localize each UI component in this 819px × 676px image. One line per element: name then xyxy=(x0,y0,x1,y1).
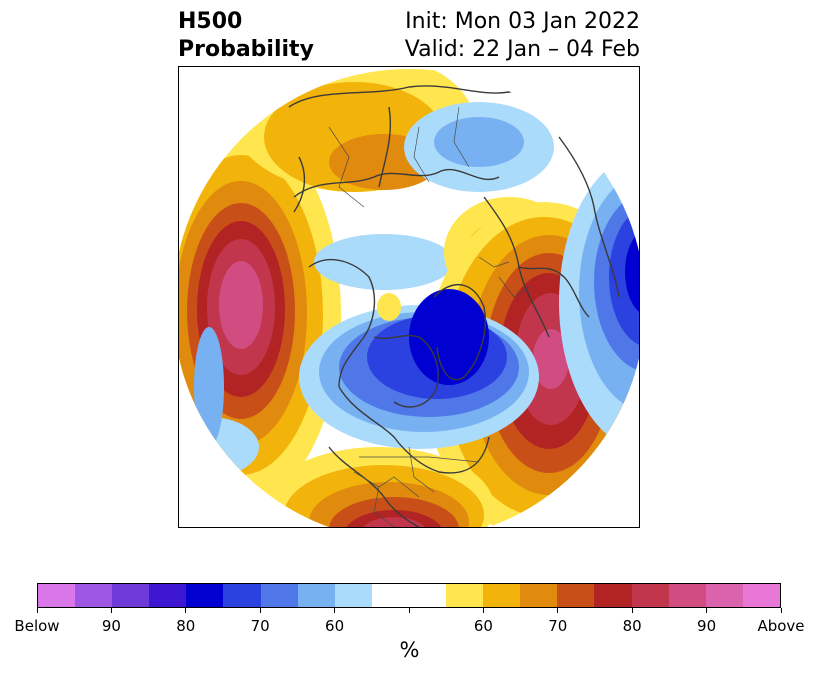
colorbar-tick-label: 70 xyxy=(250,617,270,635)
colorbar-cell xyxy=(408,584,447,607)
colorbar-tick-mark xyxy=(482,608,484,613)
colorbar-tick-mark xyxy=(185,608,187,613)
title-product: Probability xyxy=(178,37,314,62)
colorbar-unit-label: % xyxy=(399,638,420,662)
colorbar-cell xyxy=(483,584,521,607)
init-date: Init: Mon 03 Jan 2022 xyxy=(405,9,640,34)
colorbar-tick-label: 90 xyxy=(101,617,121,635)
colorbar-cell xyxy=(223,584,261,607)
colorbar-cell xyxy=(371,584,409,607)
country-borders xyxy=(328,106,530,527)
colorbar-cell xyxy=(75,584,113,607)
colorbar-tick-mark xyxy=(259,608,261,613)
colorbar-tick-mark xyxy=(706,608,708,613)
colorbar-tick-mark xyxy=(408,608,410,613)
colorbar-tick-label: Below xyxy=(14,617,60,635)
colorbar-cell xyxy=(742,584,780,607)
colorbar-tick-mark xyxy=(110,608,112,613)
colorbar-tick-mark xyxy=(557,608,559,613)
colorbar-cell xyxy=(149,584,187,607)
colorbar-cell xyxy=(186,584,224,607)
anomaly-arctic-small xyxy=(377,293,401,321)
colorbar-tick-label: 90 xyxy=(697,617,717,635)
title-variable: H500 xyxy=(178,9,243,34)
chart-dates: Init: Mon 03 Jan 2022 Valid: 22 Jan – 04… xyxy=(405,8,640,64)
colorbar-cell xyxy=(520,584,558,607)
colorbar-tick-mark xyxy=(36,608,38,613)
colorbar-cell xyxy=(112,584,150,607)
colorbar-tick-mark xyxy=(334,608,336,613)
anomaly-us-southeast xyxy=(264,447,494,527)
colorbar-cell xyxy=(668,584,706,607)
colorbar-tick-label: 80 xyxy=(622,617,642,635)
colorbar-tick-mark xyxy=(780,608,782,613)
anomaly-central-asia-negative xyxy=(559,152,639,452)
valid-range: Valid: 22 Jan – 04 Feb xyxy=(404,37,640,62)
probability-map xyxy=(178,66,640,528)
colorbar-cell xyxy=(446,584,484,607)
colorbar-tick-label: 80 xyxy=(176,617,196,635)
colorbar xyxy=(37,583,781,608)
colorbar-tick-label: Above xyxy=(757,617,805,635)
coastlines xyxy=(288,85,620,527)
colorbar-cell xyxy=(38,584,76,607)
colorbar-cell xyxy=(631,584,669,607)
colorbar-cell xyxy=(557,584,595,607)
colorbar-tick-label: 60 xyxy=(473,617,493,635)
colorbar-tick-label: 60 xyxy=(325,617,345,635)
colorbar-cell xyxy=(705,584,743,607)
colorbar-tick-label: 70 xyxy=(548,617,568,635)
anomaly-pacific-edge xyxy=(194,327,224,447)
colorbar-tick-mark xyxy=(631,608,633,613)
colorbar-cell xyxy=(334,584,372,607)
colorbar-ticks: Below 90 80 70 60 60 70 80 90 Above xyxy=(14,608,805,638)
anomaly-asia-negative xyxy=(314,102,554,290)
chart-title: H500 Probability xyxy=(178,8,314,64)
colorbar-cell xyxy=(297,584,335,607)
map-canvas xyxy=(179,69,639,527)
anomaly-canada-negative xyxy=(299,289,539,449)
colorbar-cell xyxy=(260,584,298,607)
colorbar-cell xyxy=(594,584,632,607)
